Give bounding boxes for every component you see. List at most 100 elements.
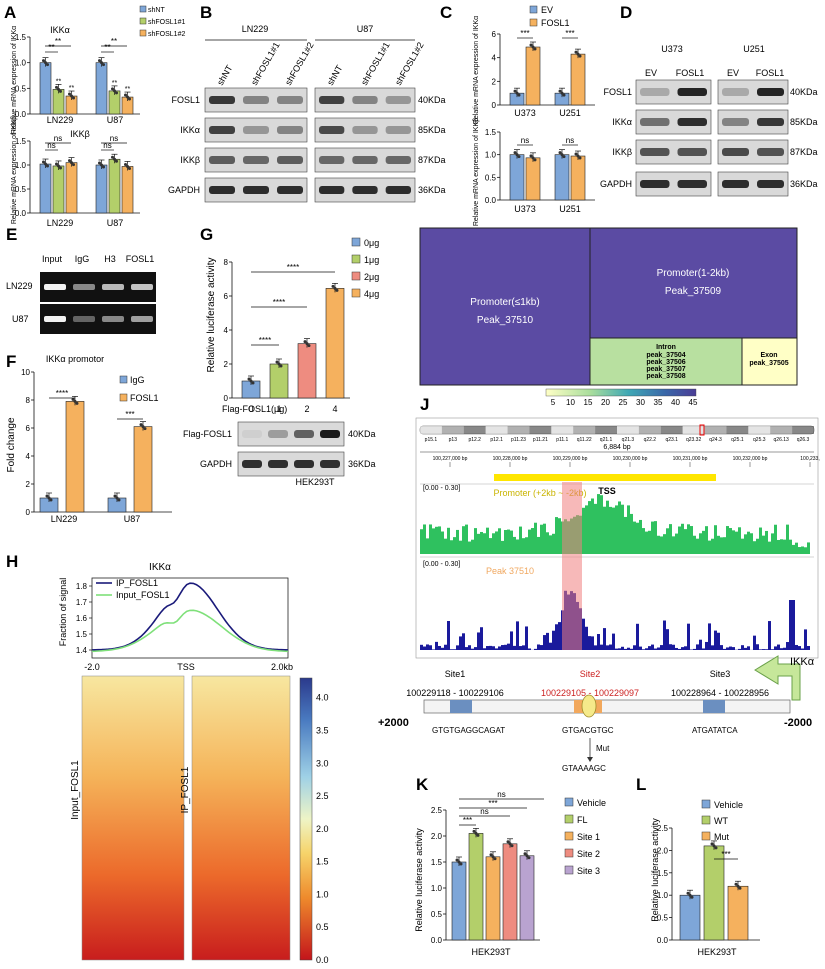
j-track2-bar — [741, 645, 744, 650]
b-lane-1: shFOSL1#1 — [249, 40, 282, 87]
j-track1-bar — [462, 526, 465, 554]
j-end-1: -2000 — [784, 717, 812, 729]
h-colorbar-ticks: 4.0 3.5 3.0 2.5 2.0 1.5 1.0 0.5 0.0 — [316, 693, 329, 965]
j-track2-bar — [729, 646, 732, 650]
c-top-bar-0-0-point — [515, 91, 519, 95]
j-track2-bar — [597, 634, 600, 650]
panel-letter-k: K — [416, 775, 429, 794]
j-ideogram-label: q23.32 — [686, 437, 702, 443]
g-br0-label: **** — [259, 336, 271, 345]
j-track2-bar — [432, 649, 435, 650]
j-track2-label: Peak 37510 — [486, 566, 534, 576]
j-track2-bar — [630, 648, 633, 650]
j-track2-bar — [534, 648, 537, 650]
h-ylabel: Fraction of signal — [58, 578, 68, 647]
c-bot-bar-0-0-point — [517, 155, 521, 159]
h-input-curve — [91, 609, 289, 653]
j-track1-bar — [774, 524, 777, 554]
e-gel-band — [102, 316, 124, 322]
h-colorbar-tick: 0.0 — [316, 955, 329, 965]
j-track2-bar — [771, 649, 774, 650]
c-top-bar-0-1-point — [533, 47, 537, 51]
b-kda: 36KDa — [418, 185, 446, 195]
k-bar-3 — [502, 843, 518, 941]
e-lane-2: H3 — [104, 254, 116, 264]
b-lane-4: shFOSL1#1 — [359, 40, 392, 87]
j-track2-bar — [786, 642, 789, 650]
j-track2-bar — [444, 644, 447, 650]
j-track2-bar — [672, 644, 675, 650]
h-xtick-0: -2.0 — [84, 662, 100, 672]
i-label-1: Peak_37510 — [477, 315, 534, 326]
i-scale-tick: 35 — [654, 398, 663, 407]
b-band — [352, 156, 378, 164]
j-mut-seq: GTAAAAGC — [562, 764, 606, 773]
a-top-bar-1-1-point — [115, 91, 118, 95]
j-track1-bar — [600, 495, 603, 554]
j-track2-bar — [552, 630, 555, 650]
g-legend-swatch-3 — [351, 288, 361, 298]
h-heat-label-0: Input_FOSL1 — [70, 760, 81, 820]
c-bot-bar-1-1-point — [574, 152, 578, 156]
j-track2-bar — [546, 632, 549, 650]
j-track1-bar — [684, 529, 687, 554]
j-track1-bar — [534, 522, 537, 554]
a-bot-bar-0-0-point — [44, 162, 47, 166]
a-bot-bar-1-0-point — [100, 163, 103, 167]
a-bot-ytick: 1.0 — [15, 161, 27, 170]
j-track1-bar — [660, 536, 663, 554]
j-track2-bar — [477, 632, 480, 650]
j-mut-label: Mut — [596, 744, 610, 753]
j-track1-bar — [741, 538, 744, 554]
k-ytick: 1.0 — [431, 884, 443, 893]
l-bar-0-point — [688, 893, 692, 897]
h-colorbar-tick: 3.5 — [316, 725, 329, 735]
e-gel-band — [73, 284, 95, 290]
c-bot-ytick: 1.5 — [485, 128, 497, 137]
k-ytick: 1.5 — [431, 858, 443, 867]
d-band — [722, 180, 749, 188]
j-track2-bar — [666, 629, 669, 650]
j-track2-bar — [801, 648, 804, 650]
j-track1-bar — [687, 524, 690, 554]
a-bot-bar-1-0 — [95, 164, 108, 214]
a-top-bar-1-2-point — [126, 95, 129, 99]
l-bar-1-point — [710, 842, 714, 846]
c-bottom-group-1: U251 — [559, 204, 581, 214]
j-track1-bar — [492, 533, 495, 554]
j-promoter-bar — [423, 699, 791, 714]
k-bar-3-point — [506, 840, 510, 844]
c-top-ytick: 6 — [492, 30, 497, 39]
j-track1-bar — [669, 524, 672, 554]
f-bar-1-0-point — [115, 496, 119, 500]
j-track2-bar — [789, 600, 792, 650]
a-top-ytick: 0.0 — [15, 110, 27, 119]
j-ideogram-label: p12.2 — [468, 437, 481, 443]
b-cell-0: LN229 — [242, 24, 269, 34]
g-bar-3 — [325, 288, 345, 399]
l-ytick: 2.5 — [657, 824, 669, 833]
j-track1-bar — [672, 536, 675, 554]
l-cell: HEK293T — [697, 947, 737, 957]
j-track1-bar — [636, 522, 639, 554]
j-track2-bar — [465, 647, 468, 650]
b-lane-3: shNT — [325, 63, 345, 87]
j-track1-bar — [621, 504, 624, 554]
g-category: 4 — [332, 404, 337, 414]
f-bar-0-0-point — [47, 496, 51, 500]
a-bot-br1-label: ns — [54, 134, 62, 143]
j-ideogram-label: q26.13 — [774, 437, 790, 443]
j-track1-bar — [717, 535, 720, 554]
j-track1-peaks — [420, 494, 810, 554]
l-legend-swatch — [701, 831, 711, 841]
c-top-ytick: 4 — [492, 54, 497, 63]
panel-letter-d: D — [620, 3, 632, 22]
j-coord: 100,231,000 bp — [673, 456, 708, 462]
l-bars: *** — [679, 840, 749, 941]
b-band — [243, 156, 269, 164]
l-legend-swatch — [701, 799, 711, 809]
c-bottom-group-0: U373 — [514, 204, 536, 214]
k-bar-0-point — [459, 862, 463, 866]
b-cell-1: U87 — [357, 24, 374, 34]
h-xtick-1: TSS — [177, 662, 195, 672]
